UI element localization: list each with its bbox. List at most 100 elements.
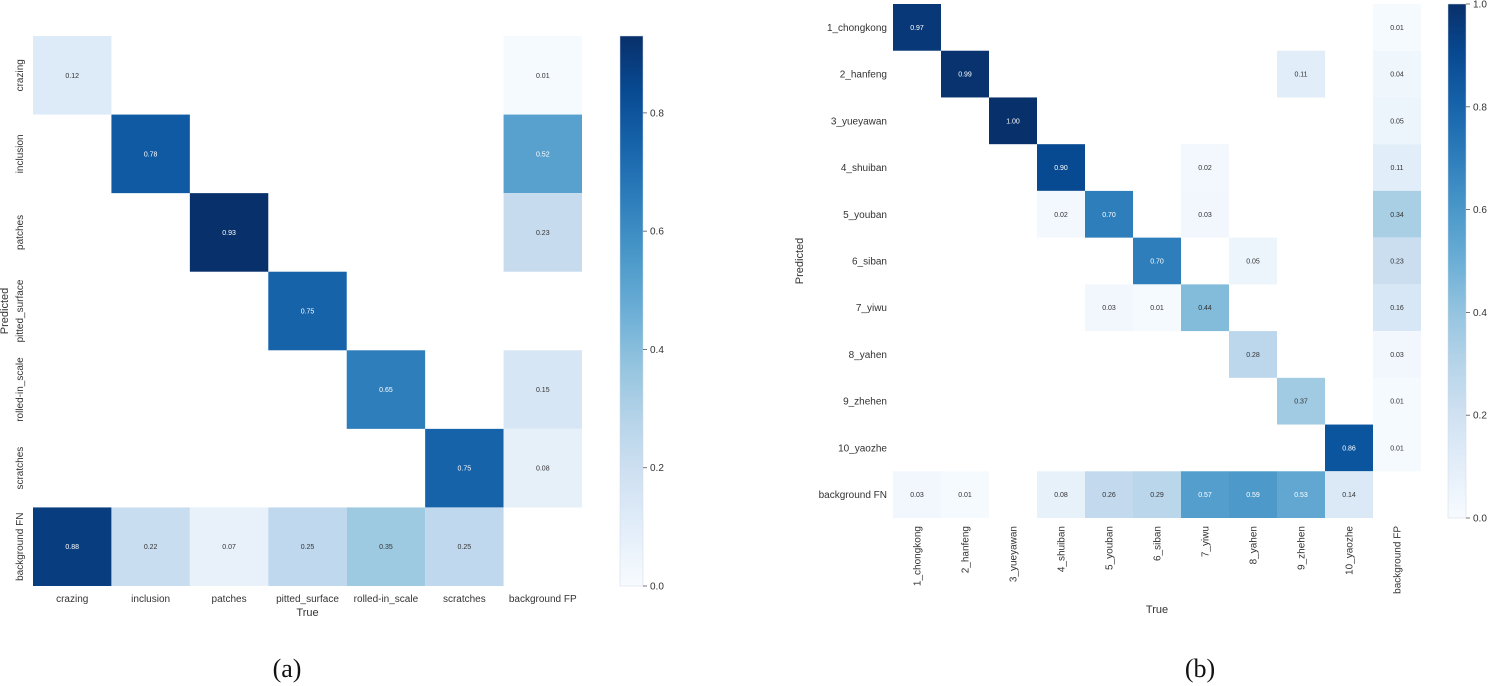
heatmap-cell: [268, 271, 347, 351]
y-axis-title: Predicted: [794, 238, 806, 284]
heatmap-cell: [893, 4, 941, 51]
cell-label: 0.65: [379, 387, 393, 394]
colorbar-tick-label: 1.0: [1473, 0, 1487, 11]
confusion-matrix-a: 0.12 0.01 0.78 0.52 0.93 0.23 0.75 0.65 0.15 0.75…: [0, 35, 664, 619]
colorbar-tick-label: 0.8: [1473, 102, 1487, 113]
y-tick-label: patches: [15, 215, 26, 250]
x-tick-label: 5_youban: [1105, 526, 1116, 570]
y-tick-label: 7_yiwu: [856, 303, 887, 314]
y-tick-label: 1_chongkong: [827, 23, 887, 34]
cell-label: 0.99: [958, 72, 972, 79]
heatmap-cell: [33, 507, 112, 586]
cell-label: 0.05: [1246, 259, 1260, 266]
heatmap-cell: [111, 507, 190, 586]
heatmap-cell: [1229, 471, 1277, 518]
heatmap-cell: [1373, 144, 1421, 191]
y-tick-label: scratches: [15, 447, 26, 490]
x-tick-label: 8_yahen: [1249, 526, 1260, 564]
x-tick-label: 9_zhehen: [1297, 526, 1308, 570]
heatmap-cell: [1037, 471, 1085, 518]
cell-label: 0.34: [1390, 212, 1404, 219]
heatmap-cell: [1133, 237, 1181, 285]
cell-label: 0.26: [1102, 492, 1116, 499]
heatmap-cell: [1085, 190, 1133, 238]
x-axis-title: True: [296, 607, 318, 619]
cell-label: 0.01: [1390, 399, 1404, 406]
heatmap-cell: [503, 350, 582, 429]
heatmap-cell: [1229, 237, 1277, 285]
cell-label: 0.03: [1102, 305, 1116, 312]
heatmap-cell: [346, 350, 426, 429]
cell-label: 0.29: [1150, 492, 1164, 499]
y-tick-label: background FN: [819, 490, 887, 501]
cell-label: 0.01: [958, 492, 972, 499]
colorbar-tick-label: 0.4: [1473, 308, 1487, 319]
cell-label: 0.04: [1390, 72, 1404, 79]
heatmap-cell: [1085, 471, 1133, 518]
x-tick-label: 7_yiwu: [1201, 526, 1212, 557]
heatmap-cell: [1181, 284, 1229, 332]
cell-label: 0.03: [910, 492, 924, 499]
cell-label: 0.14: [1342, 492, 1356, 499]
colorbar-tick-label: 0.6: [1473, 205, 1487, 216]
heatmap-cell: [1037, 190, 1085, 238]
confusion-matrix-b: 0.97 0.01 0.99 0.11 0.04 1.00 0.05 0.90 0.02 0.11…: [794, 0, 1487, 616]
colorbar-tick-label: 0.0: [1473, 514, 1487, 525]
y-tick-label: rolled-in_scale: [15, 357, 26, 422]
y-tick-label: 6_siban: [852, 257, 887, 268]
colorbar: [619, 35, 644, 587]
cell-label: 0.86: [1342, 445, 1356, 452]
x-tick-label: 10_yaozhe: [1345, 526, 1356, 575]
heatmap-cell: [1373, 331, 1421, 378]
heatmap-cell: [1325, 471, 1373, 518]
heatmap-cell: [1133, 471, 1181, 518]
y-tick-label: inclusion: [15, 134, 26, 173]
heatmap-cell: [941, 50, 989, 98]
x-tick-label: 1_chongkong: [913, 526, 924, 586]
heatmap-cell: [33, 36, 112, 115]
x-tick-label: patches: [212, 594, 247, 605]
cell-label: 0.90: [1054, 165, 1068, 172]
y-tick-label: background FN: [15, 513, 26, 581]
heatmap-cell: [1373, 424, 1421, 472]
heatmap-cell: [989, 97, 1037, 145]
heatmap-cell: [1229, 331, 1277, 378]
cell-label: 1.00: [1006, 118, 1020, 125]
x-tick-label: pitted_surface: [276, 594, 339, 605]
heatmap-cell: [503, 36, 582, 115]
heatmap-cell: [1373, 50, 1421, 98]
y-tick-label: pitted_surface: [15, 279, 26, 342]
cell-label: 0.08: [1054, 492, 1068, 499]
cell-label: 0.08: [536, 466, 550, 473]
cell-label: 0.23: [1390, 259, 1404, 266]
cell-label: 0.05: [1390, 118, 1404, 125]
heatmap-cell: [893, 471, 941, 518]
x-tick-label: background FP: [509, 594, 577, 605]
cell-label: 0.01: [1150, 305, 1164, 312]
colorbar-tick-label: 0.2: [650, 463, 664, 474]
cell-label: 0.93: [222, 230, 236, 237]
x-tick-label: 3_yueyawan: [1009, 526, 1020, 582]
cell-label: 0.02: [1054, 212, 1068, 219]
heatmap-cell: [425, 428, 504, 508]
heatmap-cell: [346, 507, 426, 586]
heatmap-cell: [1373, 190, 1421, 238]
heatmap-cell: [1181, 144, 1229, 191]
heatmap-cell: [111, 114, 190, 194]
heatmap-cell: [503, 193, 582, 272]
cell-label: 0.12: [65, 73, 79, 80]
y-tick-label: 2_hanfeng: [840, 70, 887, 81]
cell-label: 0.23: [536, 230, 550, 237]
x-tick-label: inclusion: [131, 594, 170, 605]
y-tick-label: crazing: [15, 59, 26, 91]
heatmap-cell: [1373, 377, 1421, 425]
cell-label: 0.44: [1198, 305, 1212, 312]
heatmap-cell: [1325, 424, 1373, 472]
cell-label: 0.07: [222, 544, 236, 551]
y-tick-label: 4_shuiban: [841, 163, 887, 174]
heatmap-cell: [1277, 377, 1325, 425]
y-axis-title: Predicted: [0, 288, 11, 334]
cell-label: 0.15: [536, 387, 550, 394]
y-tick-label: 9_zhehen: [843, 397, 887, 408]
